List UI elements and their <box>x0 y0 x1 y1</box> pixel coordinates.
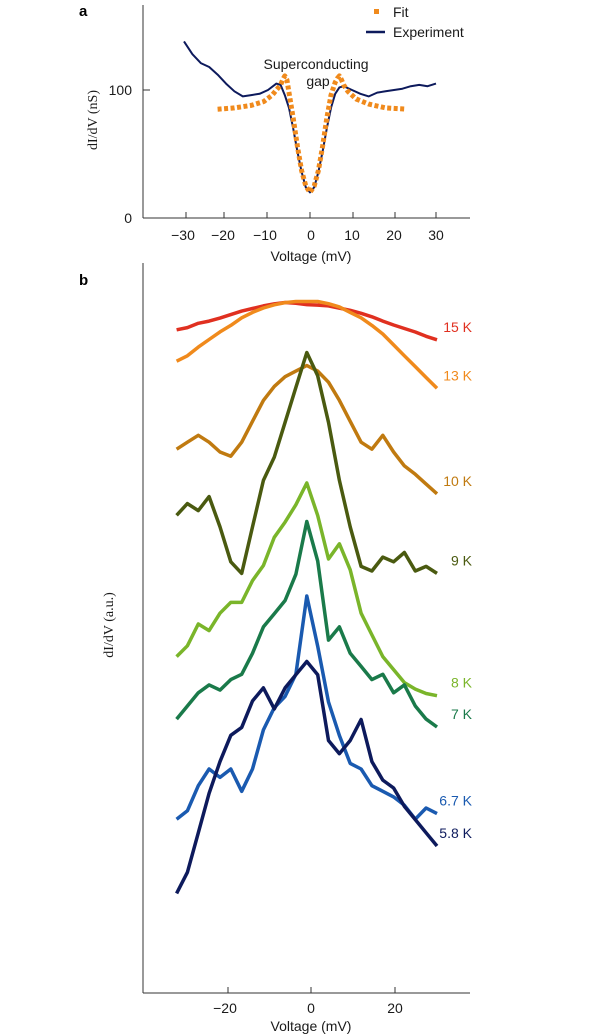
annotation-line-1: Superconducting <box>264 56 369 72</box>
series-10-k-line <box>175 363 439 496</box>
label-13-k: 13 K <box>443 367 472 383</box>
label-10-k: 10 K <box>443 473 472 489</box>
label-15-k: 15 K <box>443 319 472 335</box>
x-tick-label-m30: −30 <box>171 227 195 243</box>
panel-a-series <box>183 40 437 195</box>
label-8-k: 8 K <box>451 675 473 691</box>
series-experiment-line <box>183 40 437 194</box>
series-6-7-k-line <box>175 594 438 821</box>
x-tick-label-10: 10 <box>344 227 360 243</box>
x-tick-label-0: 0 <box>307 227 315 243</box>
label-9-k: 9 K <box>451 552 473 568</box>
panel-b-x-label: Voltage (mV) <box>271 1018 352 1034</box>
series-15-k-line <box>176 300 438 342</box>
label-6-7-k: 6.7 K <box>439 793 472 809</box>
legend-experiment-label: Experiment <box>393 24 464 40</box>
series-5-8-k-line <box>175 659 439 895</box>
series-8-k-line <box>175 481 438 698</box>
panel-a-legend: Fit Experiment <box>366 4 464 40</box>
legend-fit-swatch <box>374 9 379 14</box>
x-tick-label-m10: −10 <box>253 227 277 243</box>
series-fit-line <box>217 73 407 195</box>
x-tick-label-20: 20 <box>386 227 402 243</box>
annotation-line-2: gap <box>306 73 330 89</box>
b-x-tick-label-0: 0 <box>307 1000 315 1016</box>
panel-b-temperature-labels: 15 K 13 K 10 K 9 K 8 K 7 K 6.7 K 5.8 K <box>439 319 472 841</box>
label-5-8-k: 5.8 K <box>439 825 472 841</box>
series-9-k-line <box>175 350 438 576</box>
label-7-k: 7 K <box>451 706 473 722</box>
panel-a-x-label: Voltage (mV) <box>271 248 352 264</box>
panel-b-letter: b <box>79 272 88 289</box>
panel-a: a 100 0 −30 −20 −10 0 10 20 30 Voltage (… <box>79 3 470 264</box>
series-7-k-line <box>175 519 439 729</box>
x-tick-label-30: 30 <box>428 227 444 243</box>
b-x-tick-label-m20: −20 <box>213 1000 237 1016</box>
superconducting-gap-annotation: Superconducting gap <box>264 56 373 89</box>
panel-a-letter: a <box>79 3 88 20</box>
series-13-k-line <box>175 299 439 390</box>
y-tick-label-0: 0 <box>124 210 132 226</box>
panel-a-y-label: dI/dV (nS) <box>86 90 101 150</box>
y-tick-label-100: 100 <box>109 82 133 98</box>
legend-fit-label: Fit <box>393 4 409 20</box>
panel-b-y-label: dI/dV (a.u.) <box>102 592 117 658</box>
panel-a-x-ticks: −30 −20 −10 0 10 20 30 <box>171 212 444 243</box>
b-x-tick-label-20: 20 <box>387 1000 403 1016</box>
panel-b: b −20 0 20 Voltage (mV) dI/dV (a.u.) 15 … <box>79 263 473 1034</box>
panel-b-series <box>175 299 439 895</box>
x-tick-label-m20: −20 <box>211 227 235 243</box>
panel-b-x-ticks: −20 0 20 <box>213 987 403 1016</box>
